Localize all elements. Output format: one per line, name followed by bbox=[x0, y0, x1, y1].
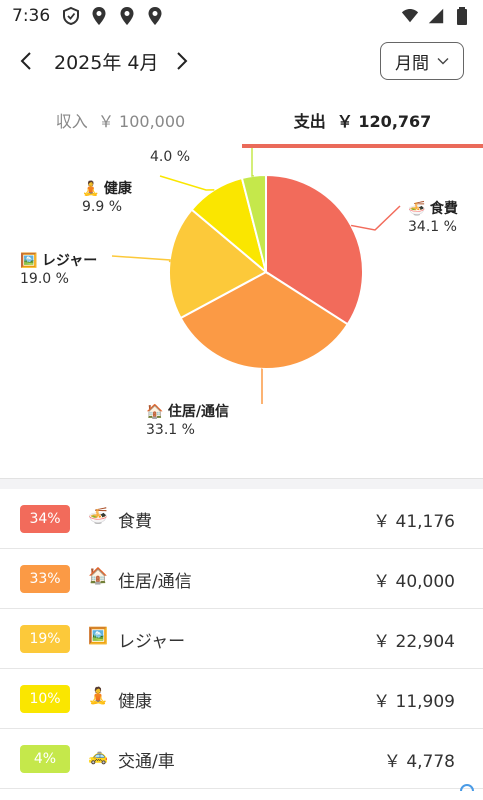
pie-label-leisure: 🖼️ レジャー 19.0 % bbox=[20, 252, 97, 288]
category-amount: ￥ 11,909 bbox=[373, 692, 455, 712]
pie-label-pct: 9.9 % bbox=[82, 199, 123, 215]
tab-expense-amount: ￥ 120,767 bbox=[336, 112, 432, 131]
chevron-down-icon bbox=[437, 58, 449, 65]
pie-slice bbox=[240, 173, 267, 273]
category-amount: ￥ 40,000 bbox=[373, 572, 455, 592]
tab-expense-label: 支出 bbox=[293, 112, 326, 131]
pie-label-pct: 4.0 % bbox=[150, 149, 191, 165]
percent-badge: 4% bbox=[20, 745, 70, 773]
info-icon[interactable] bbox=[459, 781, 475, 791]
ramen-icon: 🍜 bbox=[88, 506, 108, 525]
status-bar: 7:36 bbox=[0, 0, 483, 34]
income-expense-tabs: 収入 ￥ 100,000 支出 ￥ 120,767 bbox=[0, 92, 483, 148]
active-tab-indicator bbox=[242, 144, 483, 148]
section-divider bbox=[0, 478, 483, 489]
pie-label-housing: 🏠 住居/通信 33.1 % bbox=[146, 403, 229, 439]
pie-label-name: 住居/通信 bbox=[167, 404, 230, 420]
location-pin-icon bbox=[92, 7, 106, 25]
ramen-icon: 🍜 bbox=[408, 201, 426, 217]
list-item[interactable]: 34% 🍜 食費 ￥ 41,176 bbox=[0, 489, 483, 549]
location-pin-icon bbox=[148, 7, 162, 25]
notification-icons bbox=[62, 6, 164, 26]
pie-leader-line bbox=[111, 255, 171, 263]
percent-badge: 33% bbox=[20, 565, 70, 593]
tab-expense[interactable]: 支出 ￥ 120,767 bbox=[242, 92, 483, 148]
category-amount: ￥ 22,904 bbox=[373, 632, 455, 652]
list-item[interactable]: 4% 🚕 交通/車 ￥ 4,778 bbox=[0, 729, 483, 789]
period-dropdown[interactable]: 月間 bbox=[380, 42, 464, 80]
list-item[interactable]: 10% 🧘 健康 ￥ 11,909 bbox=[0, 669, 483, 729]
pie-label-pct: 34.1 % bbox=[408, 219, 457, 235]
pie-label-health: 🧘 健康 9.9 % bbox=[82, 180, 132, 216]
category-name: 健康 bbox=[118, 692, 152, 712]
list-item[interactable]: 33% 🏠 住居/通信 ￥ 40,000 bbox=[0, 549, 483, 609]
pie-leader-line bbox=[350, 205, 401, 231]
shield-icon bbox=[63, 6, 79, 26]
percent-badge: 10% bbox=[20, 685, 70, 713]
pie-label-name: レジャー bbox=[41, 253, 98, 269]
category-name: 交通/車 bbox=[118, 752, 175, 772]
house-icon: 🏠 bbox=[88, 566, 108, 585]
period-label: 月間 bbox=[395, 53, 429, 74]
yoga-icon: 🧘 bbox=[82, 181, 100, 197]
chevron-right-icon[interactable] bbox=[168, 48, 194, 74]
category-list: 34% 🍜 食費 ￥ 41,176 33% 🏠 住居/通信 ￥ 40,000 1… bbox=[0, 489, 483, 791]
picture-icon: 🖼️ bbox=[88, 626, 108, 645]
percent-badge: 34% bbox=[20, 505, 70, 533]
pie-label-name: 食費 bbox=[429, 201, 458, 217]
pie-label-name: 健康 bbox=[103, 181, 132, 197]
month-title: 2025年 4月 bbox=[54, 52, 159, 74]
pie-label-transport: 4.0 % bbox=[150, 148, 190, 166]
pie-leader-line bbox=[159, 175, 215, 191]
picture-icon: 🖼️ bbox=[20, 253, 38, 269]
battery-icon bbox=[457, 7, 467, 25]
pie-label-food: 🍜 食費 34.1 % bbox=[408, 200, 458, 236]
category-amount: ￥ 41,176 bbox=[373, 512, 455, 532]
tab-income[interactable]: 収入 ￥ 100,000 bbox=[0, 92, 241, 148]
pie-label-pct: 33.1 % bbox=[146, 422, 195, 438]
house-icon: 🏠 bbox=[146, 404, 164, 420]
system-icons bbox=[401, 6, 471, 26]
wifi-icon bbox=[401, 9, 419, 23]
tab-income-amount: ￥ 100,000 bbox=[97, 112, 186, 131]
pie-leader-line bbox=[251, 148, 254, 177]
expense-pie-chart: 🍜 食費 34.1 % 🏠 住居/通信 33.1 % 🖼️ レジャー 19.0 … bbox=[0, 148, 483, 478]
location-pin-icon bbox=[120, 7, 134, 25]
status-time: 7:36 bbox=[12, 6, 51, 26]
category-name: 住居/通信 bbox=[118, 572, 192, 592]
yoga-icon: 🧘 bbox=[88, 686, 108, 705]
pie-chart-svg bbox=[111, 148, 401, 404]
chevron-left-icon[interactable] bbox=[14, 48, 40, 74]
tab-income-label: 収入 bbox=[55, 112, 88, 131]
month-header: 2025年 4月 月間 bbox=[0, 36, 483, 90]
taxi-icon: 🚕 bbox=[88, 746, 108, 765]
category-name: 食費 bbox=[118, 512, 152, 532]
signal-icon bbox=[428, 8, 444, 24]
category-amount: ￥ 4,778 bbox=[383, 752, 455, 772]
list-item[interactable]: 19% 🖼️ レジャー ￥ 22,904 bbox=[0, 609, 483, 669]
pie-label-pct: 19.0 % bbox=[20, 271, 69, 287]
category-name: レジャー bbox=[118, 632, 186, 652]
percent-badge: 19% bbox=[20, 625, 70, 653]
